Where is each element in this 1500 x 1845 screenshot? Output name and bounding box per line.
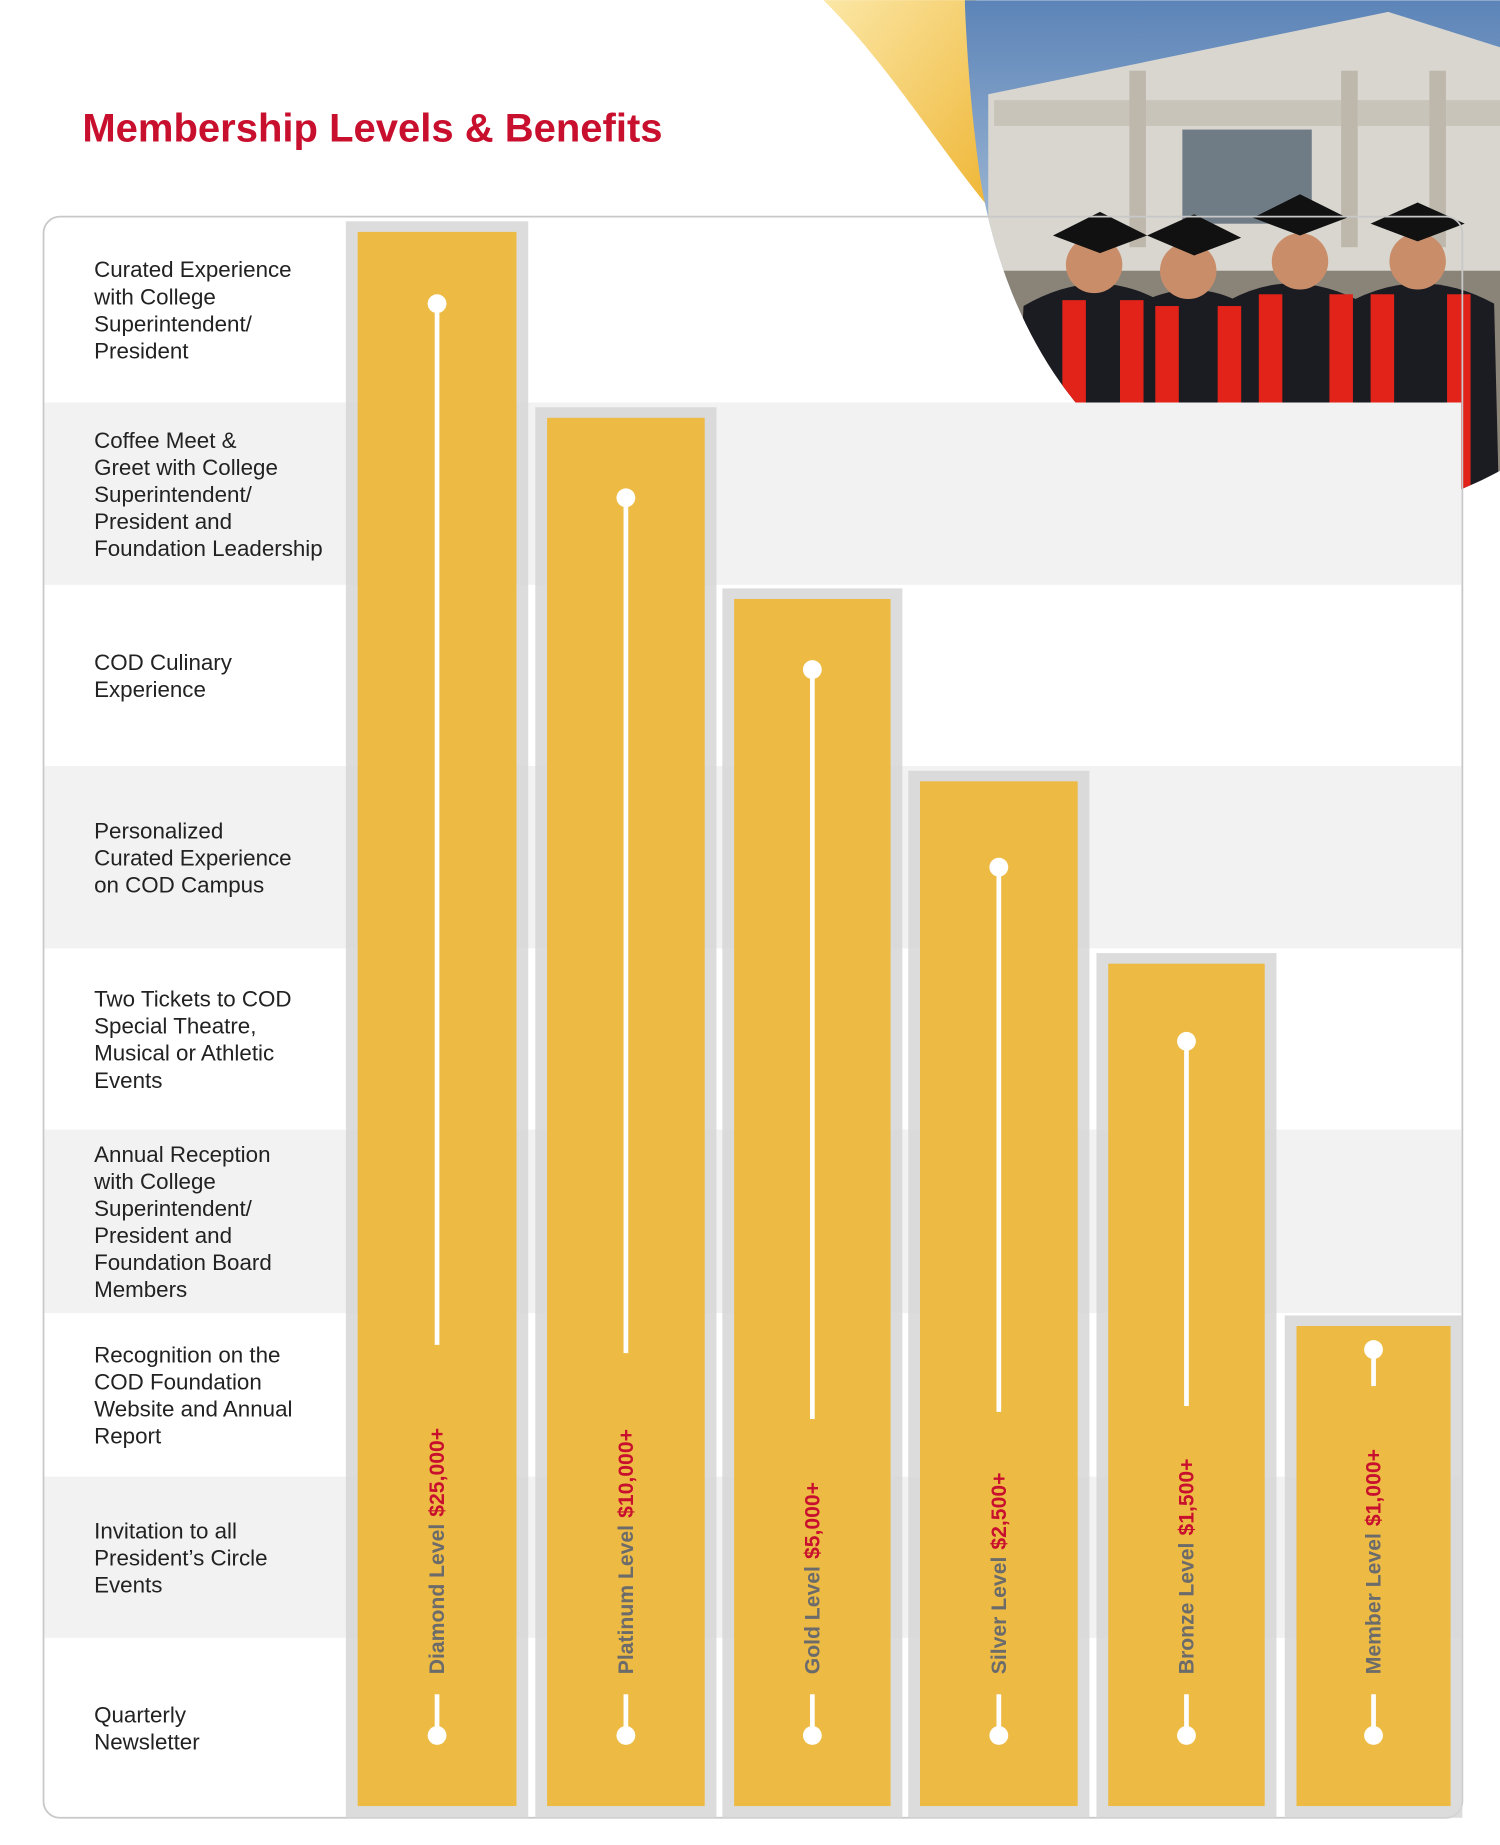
row-band bbox=[44, 402, 1462, 585]
connector-dot bbox=[616, 488, 636, 508]
benefit-text: Quarterly Newsletter bbox=[94, 1703, 200, 1755]
benefit-line: Quarterly bbox=[94, 1703, 187, 1728]
benefit-line: Special Theatre, bbox=[94, 1014, 256, 1039]
benefit-line: Greet with College bbox=[94, 455, 278, 480]
connector-dot bbox=[989, 1726, 1009, 1745]
connector-dot bbox=[802, 1726, 822, 1745]
benefit-line: Superintendent/ bbox=[94, 311, 253, 336]
connector-dot bbox=[802, 660, 822, 679]
connector-dot bbox=[1177, 1031, 1196, 1051]
level-column: Member Level $1,000+ bbox=[1284, 1315, 1463, 1818]
level-column: Silver Level $2,500+ bbox=[908, 770, 1090, 1818]
benefit-text: Two Tickets to COD Special Theatre, Musica… bbox=[94, 987, 291, 1093]
level-column: Platinum Level $10,000+ bbox=[535, 407, 717, 1818]
level-name: Member Level bbox=[1363, 1533, 1386, 1674]
benefit-line: Recognition on the bbox=[94, 1343, 280, 1368]
level-amount: $5,000+ bbox=[801, 1482, 824, 1559]
decorative-swoosh bbox=[823, 0, 1003, 224]
benefit-line: Experience bbox=[94, 677, 206, 702]
benefit-line: Website and Annual bbox=[94, 1397, 292, 1422]
benefit-text: Coffee Meet & Greet with College Superinte… bbox=[94, 428, 323, 561]
benefit-line: Personalized bbox=[94, 818, 223, 843]
benefit-line: Invitation to all bbox=[94, 1518, 237, 1543]
benefit-line: Events bbox=[94, 1068, 162, 1093]
benefit-line: Superintendent/ bbox=[94, 482, 253, 507]
connector-dot bbox=[427, 294, 447, 314]
level-label: Silver Level $2,500+ bbox=[988, 1473, 1011, 1675]
benefit-line: Newsletter bbox=[94, 1730, 200, 1755]
benefit-text: Recognition on the COD Foundation Website … bbox=[94, 1343, 292, 1449]
benefit-line: Curated Experience bbox=[94, 845, 291, 870]
level-amount: $10,000+ bbox=[615, 1429, 638, 1518]
level-name: Bronze Level bbox=[1176, 1543, 1199, 1675]
level-label: Platinum Level $10,000+ bbox=[615, 1429, 638, 1674]
benefit-text: COD Culinary Experience bbox=[94, 650, 233, 702]
level-label: Member Level $1,000+ bbox=[1363, 1449, 1386, 1674]
level-amount: $25,000+ bbox=[426, 1428, 449, 1517]
benefit-text: Annual Reception with College Superintende… bbox=[93, 1142, 272, 1302]
benefit-line: Curated Experience bbox=[94, 257, 291, 282]
benefit-line: COD Culinary bbox=[94, 650, 233, 675]
level-amount: $1,500+ bbox=[1176, 1458, 1199, 1535]
connector-dot bbox=[616, 1726, 636, 1745]
benefit-line: Musical or Athletic bbox=[94, 1041, 274, 1066]
benefit-line: President and bbox=[94, 1223, 232, 1248]
level-name: Platinum Level bbox=[615, 1525, 638, 1674]
level-name: Silver Level bbox=[988, 1557, 1011, 1675]
benefit-line: President and bbox=[94, 509, 232, 534]
benefit-line: President bbox=[94, 338, 189, 363]
benefit-line: on COD Campus bbox=[94, 873, 264, 898]
connector-dot bbox=[1177, 1726, 1196, 1745]
benefit-line: President’s Circle bbox=[94, 1545, 267, 1570]
benefit-line: Coffee Meet & bbox=[94, 428, 237, 453]
benefit-text: Curated Experience with College Superinten… bbox=[93, 257, 291, 363]
level-amount: $1,000+ bbox=[1363, 1449, 1386, 1526]
benefit-line: Events bbox=[94, 1573, 162, 1598]
level-column: Bronze Level $1,500+ bbox=[1096, 953, 1277, 1818]
level-name: Diamond Level bbox=[426, 1524, 449, 1674]
benefit-text: Invitation to all President’s Circle Event… bbox=[94, 1518, 267, 1597]
level-label: Diamond Level $25,000+ bbox=[426, 1428, 449, 1674]
benefit-line: Annual Reception bbox=[94, 1142, 270, 1167]
level-amount: $2,500+ bbox=[988, 1473, 1011, 1550]
level-label: Gold Level $5,000+ bbox=[801, 1482, 824, 1674]
connector-dot bbox=[427, 1726, 447, 1745]
level-column: Gold Level $5,000+ bbox=[722, 588, 903, 1818]
benefit-line: COD Foundation bbox=[94, 1370, 262, 1395]
benefit-line: Members bbox=[94, 1277, 187, 1302]
benefit-line: Superintendent/ bbox=[94, 1196, 253, 1221]
connector-dot bbox=[989, 857, 1009, 877]
connector-dot bbox=[1364, 1726, 1383, 1745]
benefit-line: Foundation Leadership bbox=[94, 536, 323, 561]
level-label: Bronze Level $1,500+ bbox=[1176, 1458, 1199, 1674]
benefit-line: with College bbox=[93, 284, 216, 309]
title: Membership Levels & Benefits bbox=[82, 106, 662, 150]
level-name: Gold Level bbox=[801, 1566, 824, 1674]
benefit-text: Personalized Curated Experience on COD Cam… bbox=[94, 818, 291, 897]
level-column: Diamond Level $25,000+ bbox=[345, 221, 529, 1818]
connector-dot bbox=[1364, 1340, 1383, 1359]
benefit-line: Foundation Board bbox=[94, 1250, 272, 1275]
benefit-line: Report bbox=[94, 1424, 162, 1449]
benefit-line: with College bbox=[93, 1169, 216, 1194]
benefit-line: Two Tickets to COD bbox=[94, 987, 291, 1012]
